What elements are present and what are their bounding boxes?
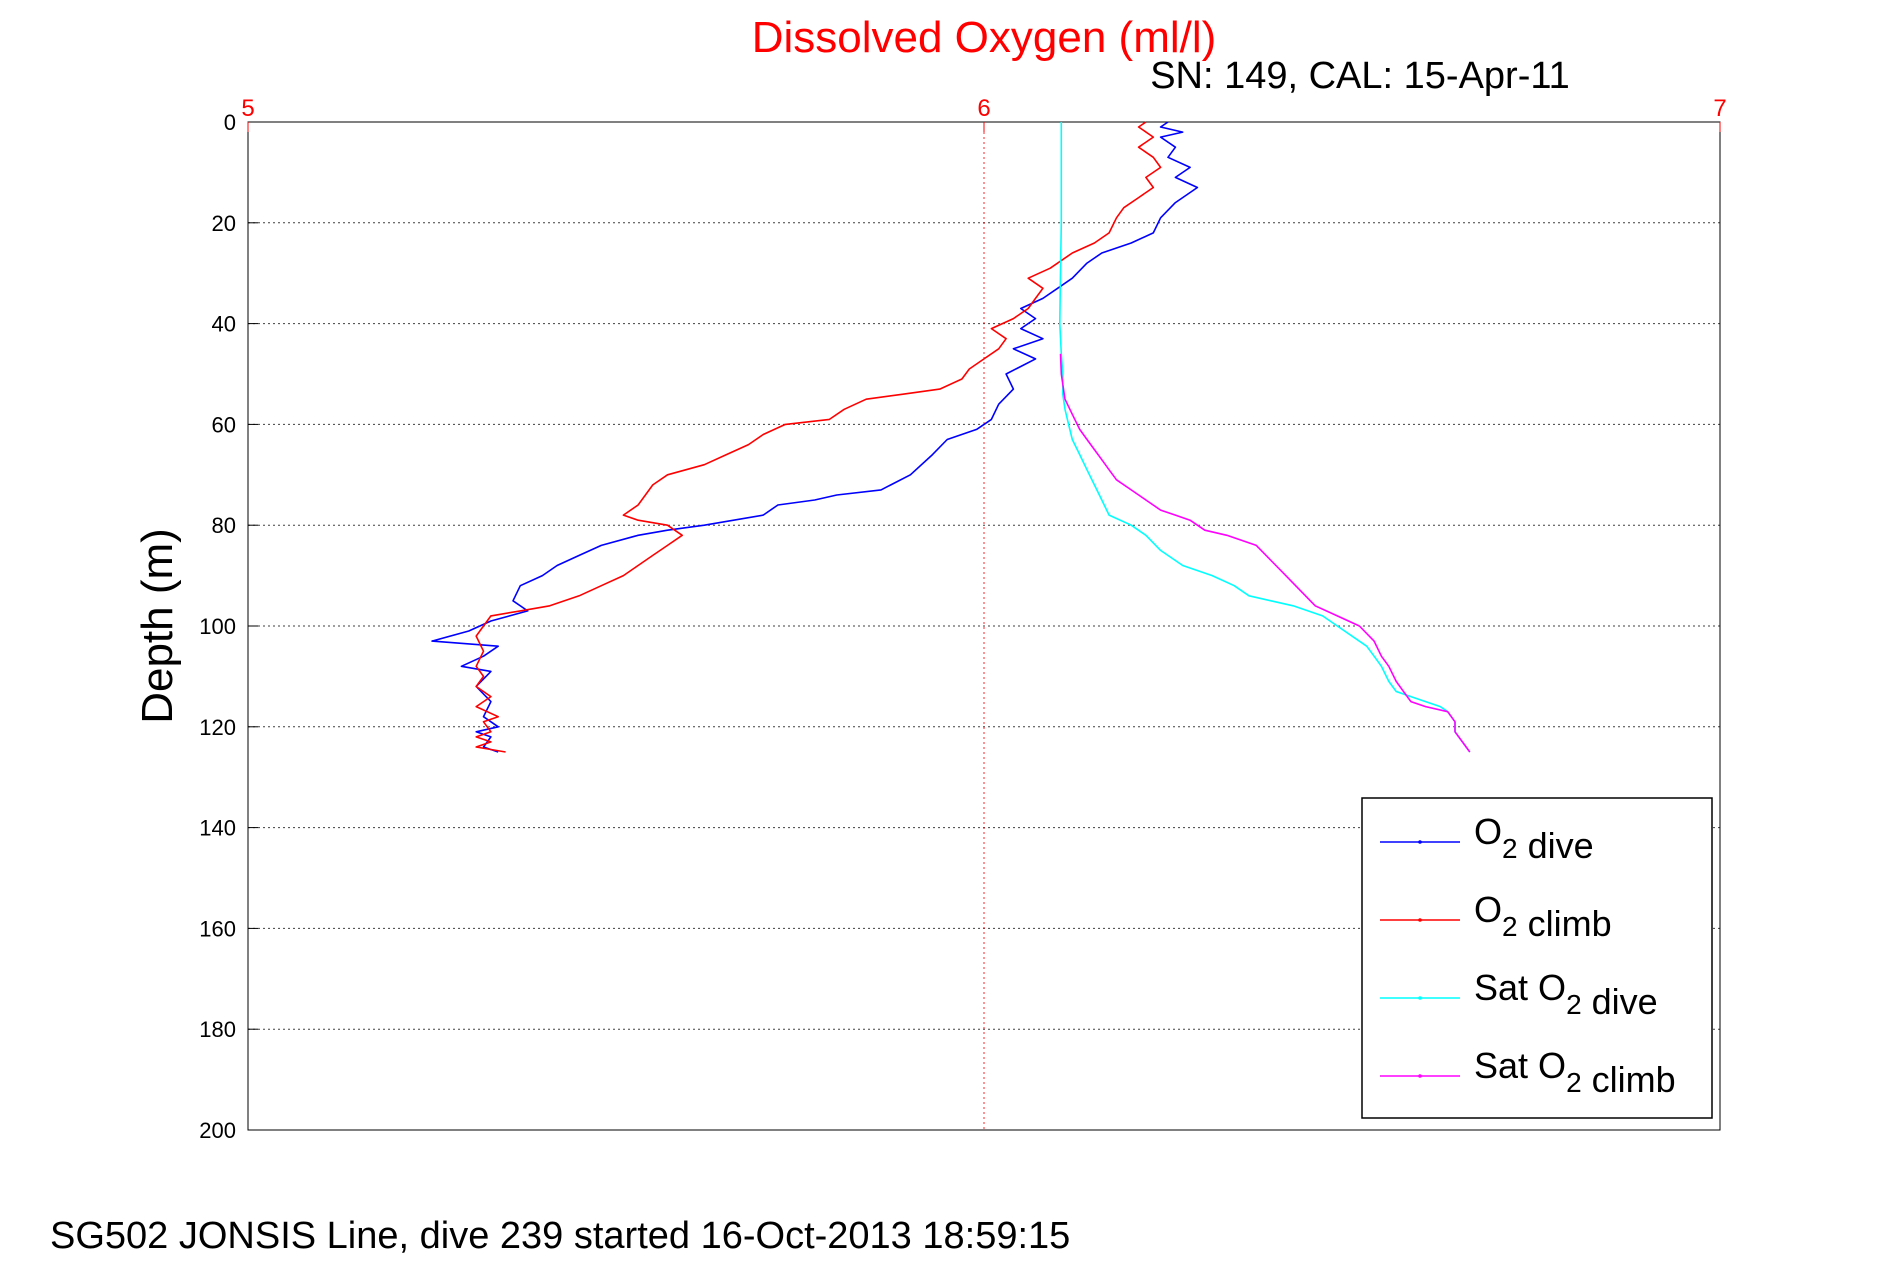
- x-tick-label: 5: [241, 95, 254, 122]
- legend-entries: O2 dive O2 climb Sat O2 dive Sat O2 climb: [1380, 811, 1676, 1100]
- legend-label-sat-o2-dive: Sat O2 dive: [1474, 967, 1658, 1022]
- legend-marker-o2-dive: [1418, 840, 1422, 844]
- series-line-o2-climb: [475, 121, 1162, 753]
- y-tick-label: 160: [199, 916, 236, 941]
- y-tick-label: 200: [199, 1118, 236, 1143]
- chart-subtitle: SN: 149, CAL: 15-Apr-11: [1150, 55, 1570, 97]
- y-tick-label: 180: [199, 1017, 236, 1042]
- y-tick-label: 140: [199, 816, 236, 841]
- legend-label-sat-o2-climb: Sat O2 climb: [1474, 1045, 1676, 1100]
- x-tick-label: 6: [977, 95, 990, 122]
- x-tick-label: 7: [1713, 95, 1726, 122]
- chart-title: Dissolved Oxygen (ml/l): [752, 13, 1217, 62]
- y-axis-label: Depth (m): [133, 528, 182, 724]
- legend-marker-sat-o2-dive: [1418, 996, 1422, 1000]
- ticks-layer: 0 20 40 60 80 100 120 140 160 180 200 5 6 7: [199, 95, 1726, 1143]
- y-tick-label: 120: [199, 715, 236, 740]
- y-tick-label: 40: [212, 312, 236, 337]
- legend-marker-sat-o2-climb: [1418, 1074, 1422, 1078]
- y-tick-label: 60: [212, 412, 236, 437]
- series-line-sat-o2-climb: [1059, 353, 1471, 753]
- y-tick-label: 100: [199, 614, 236, 639]
- y-tick-label: 0: [224, 110, 236, 135]
- legend-marker-o2-climb: [1418, 918, 1422, 922]
- legend-label-o2-climb: O2 climb: [1474, 889, 1612, 944]
- y-tick-label: 20: [212, 211, 236, 236]
- series-line-o2-dive: [431, 121, 1199, 753]
- chart-footer: SG502 JONSIS Line, dive 239 started 16-O…: [50, 1215, 1070, 1257]
- legend-box: [1361, 797, 1713, 1119]
- legend-label-o2-dive: O2 dive: [1474, 811, 1594, 866]
- legend: O2 dive O2 climb Sat O2 dive Sat O2 climb: [1361, 797, 1713, 1119]
- series-layer: [431, 121, 1471, 753]
- y-tick-label: 80: [212, 513, 236, 538]
